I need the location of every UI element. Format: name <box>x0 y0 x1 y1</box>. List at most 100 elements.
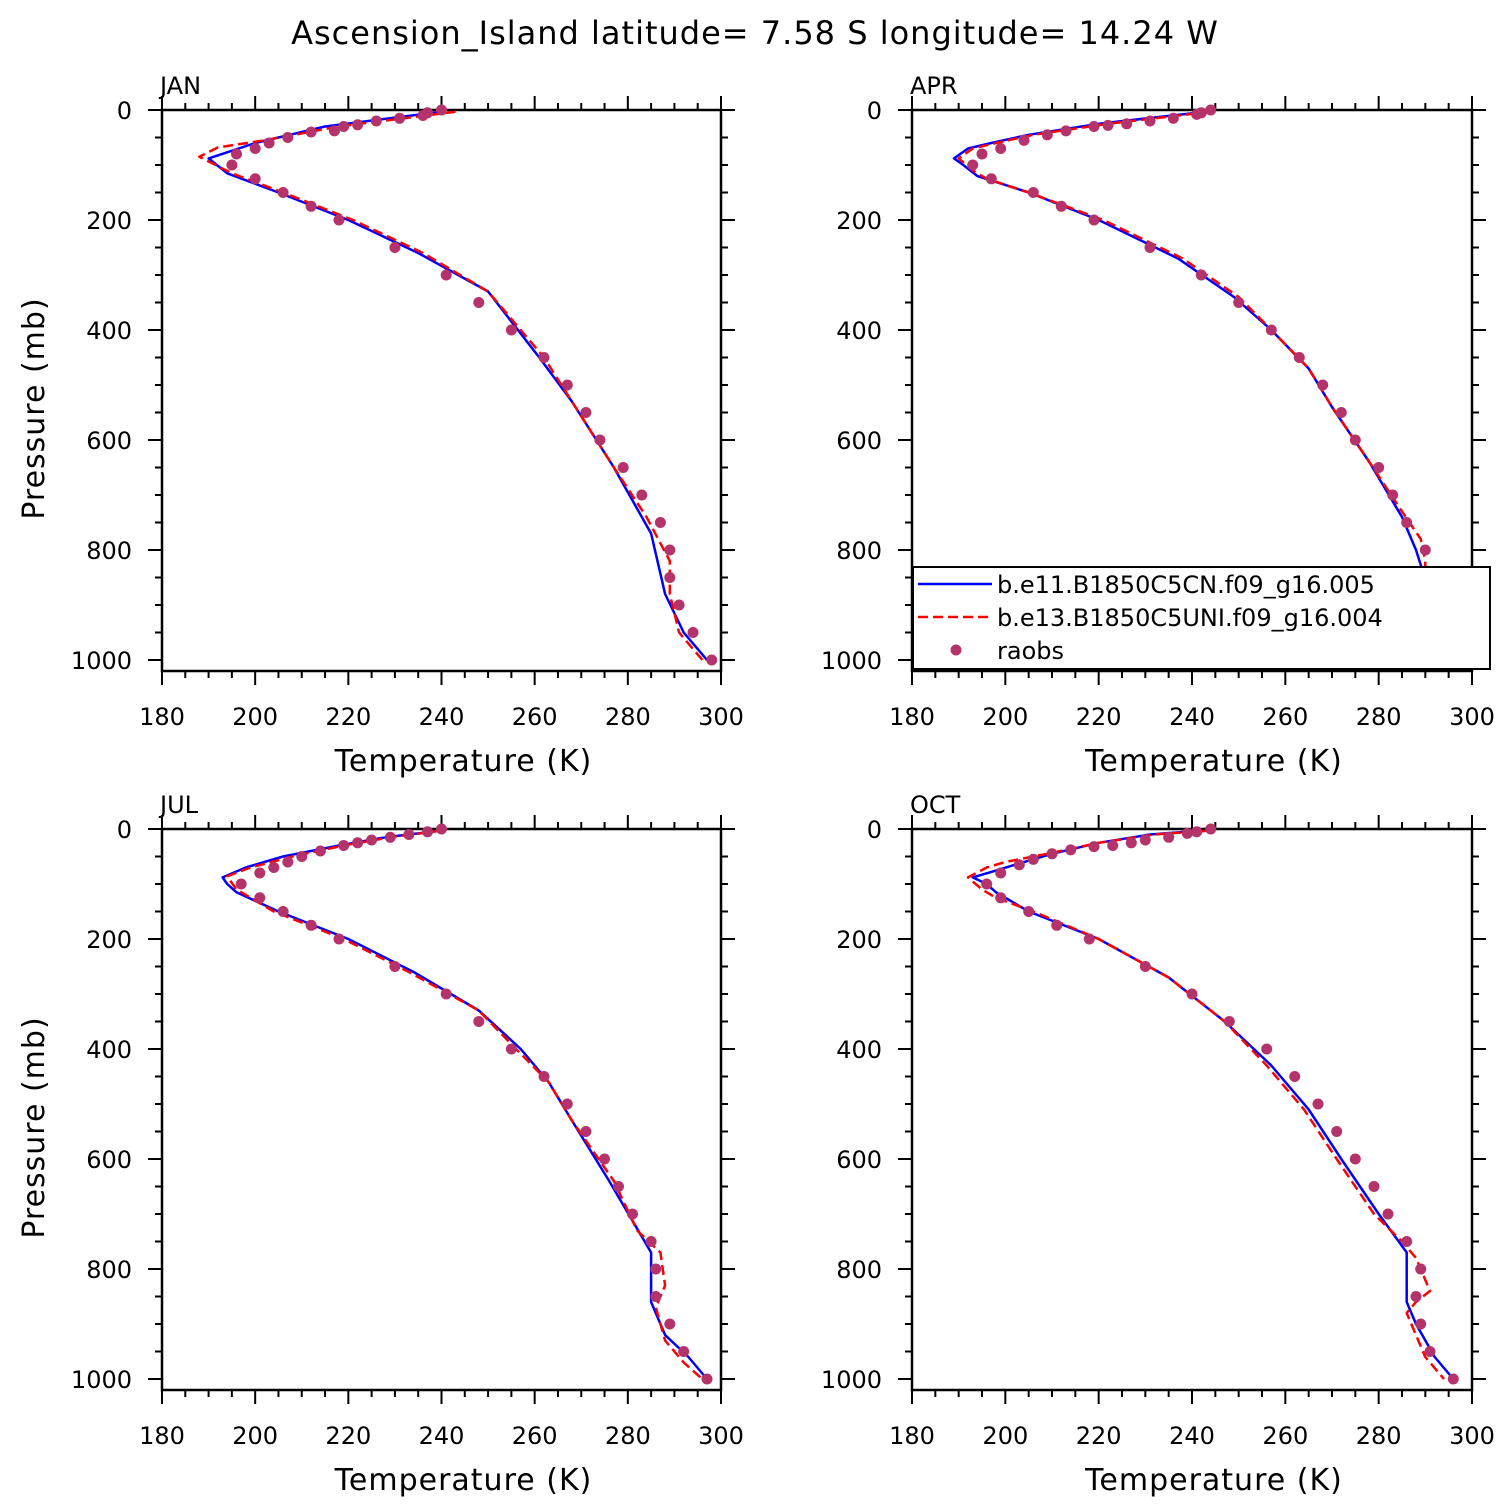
y-tick-label: 400 <box>836 317 882 345</box>
x-tick-label: 280 <box>1356 1422 1402 1450</box>
raobs-point <box>538 352 550 363</box>
y-axis-label: Pressure (mb) <box>17 297 52 519</box>
raobs-point <box>1065 844 1077 856</box>
x-tick-label: 300 <box>698 703 744 731</box>
series-line-b-e11 <box>221 829 708 1380</box>
raobs-point <box>1191 826 1203 838</box>
y-tick-label: 0 <box>117 97 132 125</box>
raobs-point <box>249 143 261 154</box>
y-tick-label: 0 <box>867 816 882 844</box>
y-tick-label: 1000 <box>71 1366 132 1394</box>
y-tick-label: 0 <box>117 816 132 844</box>
raobs-point <box>1083 933 1095 945</box>
raobs-point <box>561 379 573 391</box>
x-tick-label: 220 <box>1076 1422 1122 1450</box>
raobs-point <box>1293 352 1305 363</box>
raobs-point <box>1121 118 1133 130</box>
raobs-point <box>627 1208 638 1220</box>
raobs-point <box>314 845 326 857</box>
raobs-point <box>1167 112 1179 124</box>
panel-jul: JUL 180 200 220 240 260 280 300 0 200 400 600 800 100… <box>17 791 744 1498</box>
x-tick-label: 200 <box>232 1422 278 1450</box>
raobs-point <box>254 867 266 879</box>
raobs-point <box>1317 379 1329 391</box>
y-tick-label: 400 <box>836 1036 882 1064</box>
x-tick-label: 300 <box>1449 703 1495 731</box>
x-axis-label: Temperature (K) <box>1084 1463 1343 1498</box>
x-tick-label: 240 <box>419 703 465 731</box>
raobs-point <box>1419 544 1431 556</box>
x-tick-label: 260 <box>1262 1422 1308 1450</box>
raobs-point <box>538 1071 550 1082</box>
raobs-point <box>1181 827 1193 839</box>
y-tick-label: 1000 <box>821 647 882 675</box>
legend-label: raobs <box>997 637 1064 665</box>
raobs-point <box>645 1236 657 1247</box>
raobs-point <box>967 159 979 171</box>
raobs-point <box>1027 853 1039 865</box>
x-tick-label: 180 <box>889 703 935 731</box>
x-tick-label: 200 <box>232 703 278 731</box>
raobs-point <box>1046 848 1058 860</box>
series-line-b-e13 <box>225 829 704 1380</box>
y-tick-label: 400 <box>86 1036 132 1064</box>
raobs-point <box>1401 517 1413 528</box>
raobs-point <box>1349 434 1361 446</box>
raobs-point <box>1410 1291 1422 1302</box>
legend-swatch-marker <box>950 644 962 656</box>
raobs-point <box>436 823 447 835</box>
y-tick-label: 200 <box>86 207 132 235</box>
raobs-point <box>664 572 676 583</box>
raobs-point <box>654 517 666 528</box>
y-tick-label: 600 <box>86 427 132 455</box>
raobs-point <box>594 434 606 446</box>
raobs-point <box>1223 1016 1235 1027</box>
raobs-point <box>296 851 308 862</box>
raobs-point <box>1186 988 1198 1000</box>
y-tick-label: 600 <box>836 427 882 455</box>
raobs-point <box>1382 1208 1394 1220</box>
raobs-point <box>1205 823 1217 835</box>
raobs-point <box>352 119 364 131</box>
x-tick-label: 180 <box>889 1422 935 1450</box>
raobs-point <box>1312 1098 1324 1110</box>
raobs-point <box>338 121 350 132</box>
raobs-point <box>664 1318 676 1330</box>
y-tick-label: 600 <box>836 1146 882 1174</box>
raobs-point <box>231 148 242 160</box>
x-tick-label: 180 <box>139 1422 185 1450</box>
raobs-point <box>422 826 433 838</box>
legend-label: b.e11.B1850C5CN.f09_g16.005 <box>997 571 1375 599</box>
x-tick-label: 280 <box>605 1422 651 1450</box>
y-tick-label: 800 <box>86 1256 132 1284</box>
legend: b.e11.B1850C5CN.f09_g16.005 b.e13.B1850C5… <box>912 566 1491 670</box>
x-tick-label: 220 <box>1076 703 1122 731</box>
raobs-point <box>1088 841 1100 853</box>
raobs-point <box>995 867 1007 879</box>
raobs-point <box>436 104 447 116</box>
raobs-point <box>1107 840 1119 851</box>
panel-label: APR <box>910 72 958 100</box>
raobs-point <box>1261 1043 1273 1055</box>
panel-oct: OCT 180 200 220 240 260 280 300 0 200 400 600 800 100… <box>821 791 1495 1498</box>
raobs-point <box>1447 1373 1459 1385</box>
x-tick-label: 260 <box>512 703 558 731</box>
raobs-point <box>1331 1126 1343 1137</box>
series-line-b-e11 <box>971 829 1455 1380</box>
y-tick-label: 200 <box>836 926 882 954</box>
raobs-point <box>403 829 415 840</box>
series-line-b-e13 <box>966 829 1445 1380</box>
legend-box <box>912 566 1491 670</box>
raobs-point <box>473 1016 485 1027</box>
raobs-point <box>333 214 345 226</box>
raobs-point <box>636 489 648 501</box>
series-line-b-e13 <box>198 110 704 661</box>
y-tick-label: 800 <box>86 537 132 565</box>
raobs-point <box>473 297 485 308</box>
raobs-point <box>995 892 1007 904</box>
x-axis-label: Temperature (K) <box>334 1463 593 1498</box>
raobs-point <box>706 654 718 666</box>
raobs-point <box>282 856 294 868</box>
raobs-point <box>1055 200 1067 212</box>
